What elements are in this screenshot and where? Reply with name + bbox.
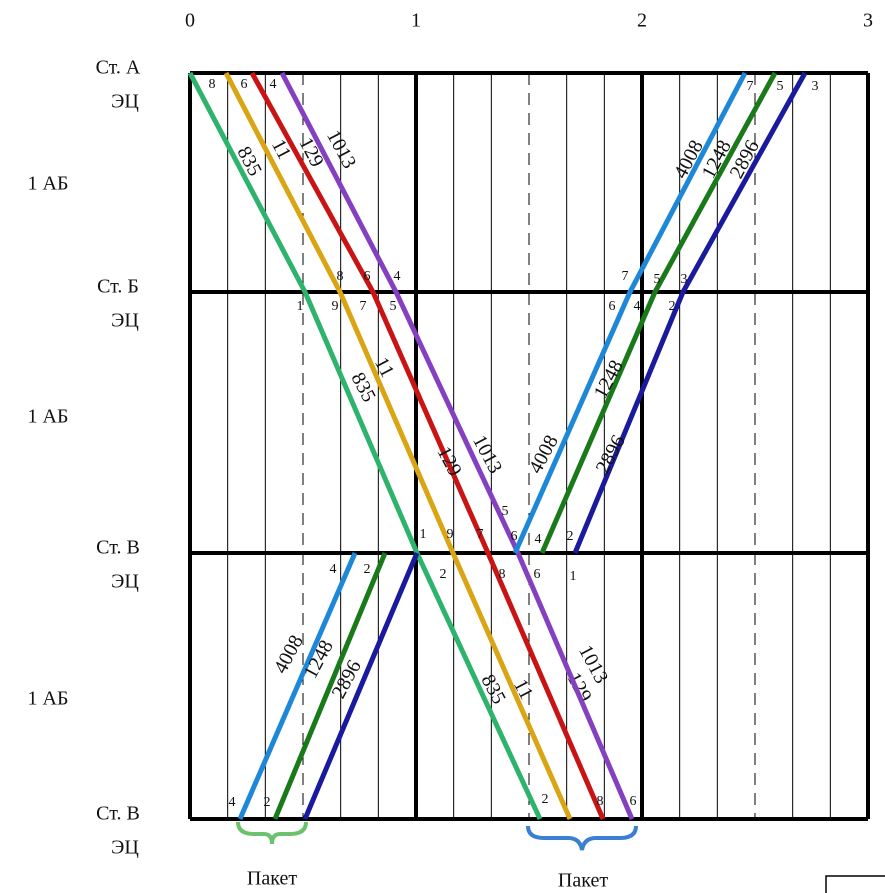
block-number: 6 xyxy=(364,269,371,284)
train-line xyxy=(272,552,388,820)
block-number: 2 xyxy=(669,299,676,314)
block-number: 1 xyxy=(570,569,577,584)
section-label: 1 АБ xyxy=(28,406,69,428)
block-number: 3 xyxy=(681,272,688,287)
block-number: 6 xyxy=(609,299,616,314)
section-label: 1 АБ xyxy=(28,173,69,195)
station-sub: ЭЦ xyxy=(111,837,139,859)
block-number: 8 xyxy=(597,794,604,809)
hour-label: 1 xyxy=(411,10,421,32)
block-number: 4 xyxy=(634,299,641,314)
box xyxy=(825,875,885,893)
block-number: 4 xyxy=(229,795,236,810)
block-number: 4 xyxy=(330,562,337,577)
block-number: 6 xyxy=(534,567,541,582)
train-line xyxy=(237,552,358,820)
block-number: 8 xyxy=(209,77,216,92)
station-name: Ст. А xyxy=(96,57,141,79)
block-number: 4 xyxy=(535,532,542,547)
station-name: Ст. В xyxy=(96,803,140,825)
block-number: 2 xyxy=(364,562,371,577)
station-sub: ЭЦ xyxy=(111,91,139,113)
train-number: 835 xyxy=(232,143,266,180)
hour-label: 0 xyxy=(185,10,195,32)
block-number: 6 xyxy=(630,794,637,809)
block-number: 7 xyxy=(747,79,754,94)
block-number: 9 xyxy=(332,299,339,314)
station-sub: ЭЦ xyxy=(111,571,139,593)
block-number: 1 xyxy=(420,527,427,542)
train-number: 129 xyxy=(432,443,466,480)
section-label: 1 АБ xyxy=(28,688,69,710)
block-number: 4 xyxy=(270,77,277,92)
block-number: 2 xyxy=(440,567,447,582)
train-line xyxy=(279,71,635,820)
block-number: 3 xyxy=(812,79,819,94)
train-line xyxy=(302,552,420,820)
packet-brace xyxy=(526,825,638,851)
hour-label: 3 xyxy=(863,10,873,32)
train-number: 11 xyxy=(509,676,537,703)
block-number: 5 xyxy=(777,79,784,94)
block-number: 6 xyxy=(241,77,248,92)
grid xyxy=(188,71,870,821)
station-sub: ЭЦ xyxy=(111,310,139,332)
block-number: 5 xyxy=(502,504,509,519)
block-number: 2 xyxy=(567,529,574,544)
packet-label: Пакет xyxy=(558,870,608,892)
block-number: 6 xyxy=(511,529,518,544)
train-number: 2896 xyxy=(328,657,366,703)
block-number: 7 xyxy=(477,527,484,542)
block-number: 4 xyxy=(394,269,401,284)
block-number: 8 xyxy=(499,567,506,582)
train-line xyxy=(249,71,606,820)
packet-label: Пакет xyxy=(247,868,297,890)
train-line xyxy=(187,71,543,821)
block-number: 5 xyxy=(654,272,661,287)
block-number: 1 xyxy=(297,299,304,314)
block-number: 2 xyxy=(264,795,271,810)
block-number: 7 xyxy=(360,299,367,314)
block-number: 8 xyxy=(337,269,344,284)
train-line xyxy=(572,71,808,554)
block-number: 2 xyxy=(542,792,549,807)
station-name: Ст. В xyxy=(96,537,140,559)
station-name: Ст. Б xyxy=(97,276,139,298)
train-line xyxy=(512,71,748,555)
hour-label: 2 xyxy=(637,10,647,32)
block-number: 7 xyxy=(622,269,629,284)
packet-brace xyxy=(236,821,308,845)
block-number: 5 xyxy=(390,299,397,314)
train-line xyxy=(223,71,573,821)
train-line xyxy=(539,71,778,554)
block-number: 9 xyxy=(447,527,454,542)
